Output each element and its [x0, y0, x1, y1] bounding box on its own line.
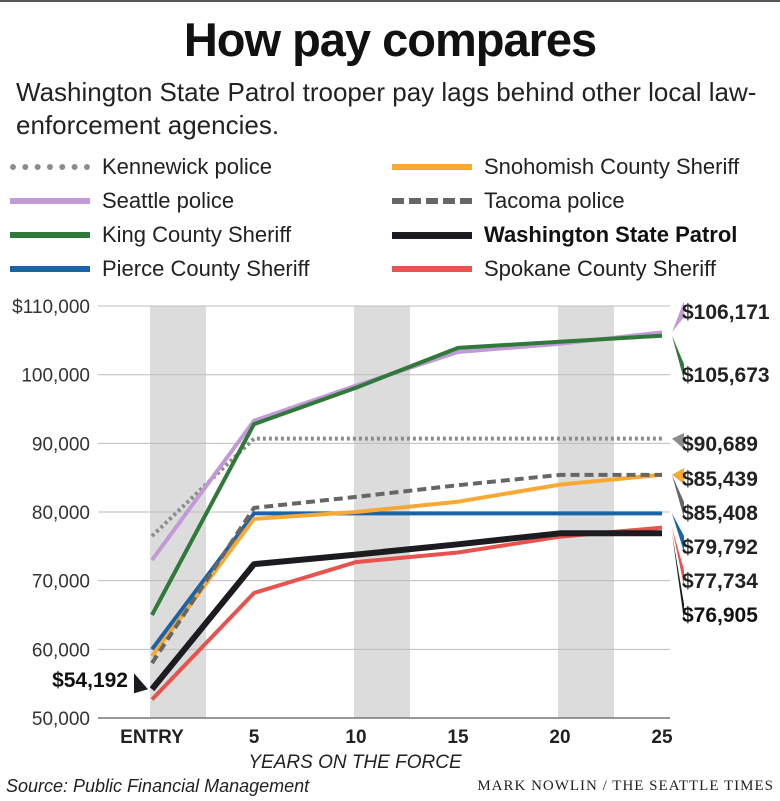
- end-value-label: $76,905: [682, 604, 758, 627]
- end-label-pointer: [672, 513, 684, 552]
- y-tick-label: $110,000: [12, 297, 90, 318]
- top-rule: [0, 0, 780, 2]
- x-tick-label: ENTRY: [120, 727, 184, 748]
- legend-swatch: [10, 232, 90, 238]
- end-value-label: $85,408: [682, 502, 758, 525]
- legend-label: Kennewick police: [102, 154, 272, 179]
- entry-value-label: $54,192: [52, 669, 128, 692]
- y-tick-label: 50,000: [32, 709, 90, 730]
- y-tick-label: 60,000: [32, 640, 90, 661]
- end-label-pointer: [672, 335, 684, 380]
- y-tick-label: 70,000: [32, 572, 90, 593]
- end-value-label: $90,689: [682, 433, 758, 456]
- chart-subtitle: Washington State Patrol trooper pay lags…: [16, 77, 757, 140]
- series-line: [150, 436, 662, 538]
- legend-item-washington-state-patrol: Washington State Patrol: [392, 221, 737, 249]
- chart-title: How pay compares: [183, 13, 597, 66]
- x-tick-label: 5: [249, 727, 260, 748]
- end-value-label: $77,734: [682, 570, 758, 593]
- legend-label: Spokane County Sheriff: [484, 256, 716, 281]
- series-line: [150, 333, 663, 616]
- byline-credit: MARK NOWLIN / THE SEATTLE TIMES: [477, 778, 774, 794]
- y-tick-label: 100,000: [21, 366, 90, 387]
- series-line: [150, 472, 662, 665]
- legend-swatch: [392, 198, 472, 204]
- legend-item-kennewick: Kennewick police: [10, 153, 272, 181]
- legend-label: King County Sheriff: [102, 222, 292, 247]
- end-label-pointer: [672, 433, 684, 449]
- end-value-label: $79,792: [682, 536, 758, 559]
- legend-label: Seattle police: [102, 188, 235, 213]
- legend-label: Washington State Patrol: [484, 222, 738, 247]
- series-line: [149, 530, 662, 692]
- y-tick-label: 80,000: [32, 503, 90, 524]
- end-value-label: $106,171: [682, 301, 770, 324]
- legend-label: Snohomish County Sheriff: [484, 154, 740, 179]
- legend-item-tacoma: Tacoma police: [392, 187, 625, 215]
- legend-item-spokane-county: Spokane County Sheriff: [392, 255, 716, 283]
- end-value-label: $105,673: [682, 364, 770, 387]
- legend-item-seattle: Seattle police: [10, 187, 234, 215]
- end-label-pointer: [672, 468, 684, 484]
- legend-swatch: [10, 198, 90, 204]
- x-tick-label: 10: [345, 727, 366, 748]
- source-note: Source: Public Financial Management: [6, 776, 310, 796]
- legend-label: Pierce County Sheriff: [102, 256, 310, 281]
- legend-swatch: [392, 164, 472, 170]
- entry-label-pointer: [134, 673, 148, 694]
- legend-swatch: [392, 231, 472, 239]
- legend-label: Tacoma police: [484, 188, 625, 213]
- x-axis-title: YEARS ON THE FORCE: [248, 752, 462, 773]
- x-tick-label: 25: [651, 727, 673, 748]
- legend: Kennewick police Seattle police King Cou…: [0, 150, 780, 290]
- end-value-label: $85,439: [682, 468, 758, 491]
- x-tick-label: 20: [549, 727, 570, 748]
- legend-swatch: [10, 266, 90, 272]
- y-tick-label: 90,000: [32, 434, 90, 455]
- x-tick-label: 15: [447, 727, 469, 748]
- legend-swatch: [10, 164, 90, 170]
- series-line: [150, 511, 662, 651]
- legend-item-snohomish-county: Snohomish County Sheriff: [392, 153, 739, 181]
- legend-item-king-county: King County Sheriff: [10, 221, 291, 249]
- series-line: [150, 472, 663, 658]
- legend-swatch: [392, 266, 472, 272]
- end-label-pointer: [672, 301, 684, 333]
- legend-item-pierce-county: Pierce County Sheriff: [10, 255, 309, 283]
- line-chart: $110,000 100,000 90,000 80,000 70,000 60,000 5…: [12, 297, 770, 773]
